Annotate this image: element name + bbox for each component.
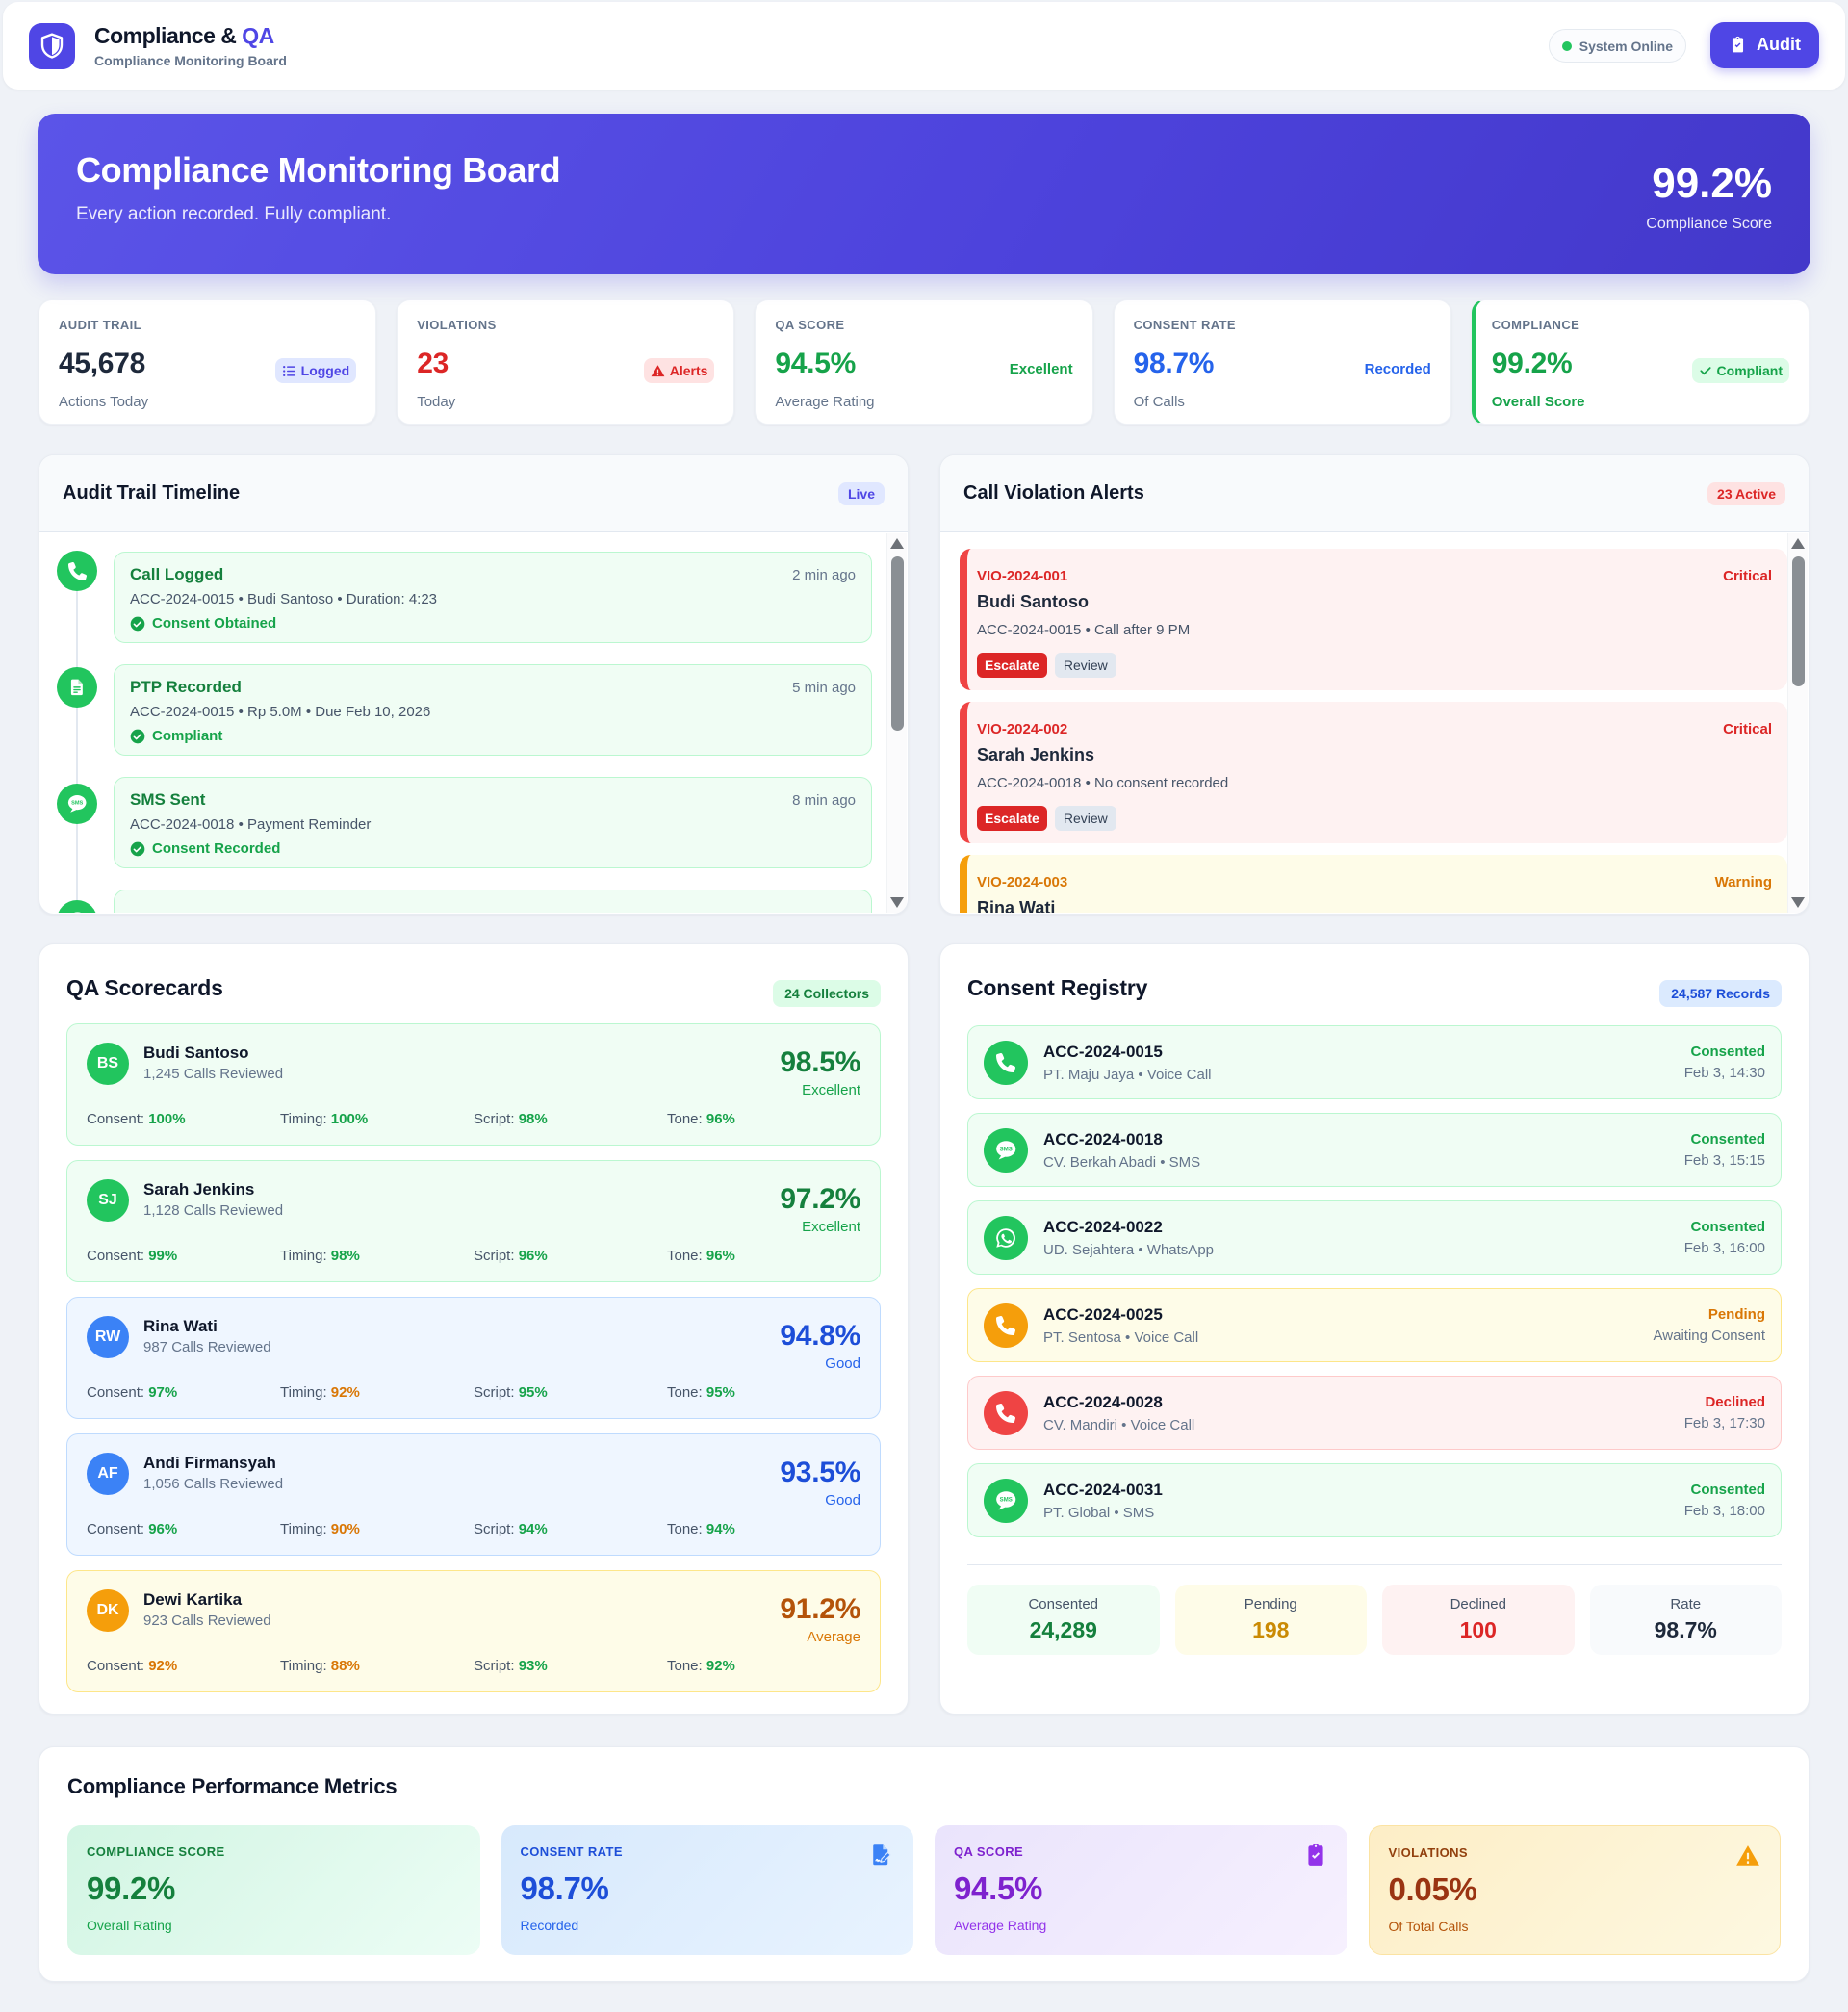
svg-text:SMS: SMS (1000, 1147, 1013, 1152)
svg-text:SMS: SMS (71, 801, 83, 807)
svg-text:SMS: SMS (1000, 1497, 1013, 1503)
